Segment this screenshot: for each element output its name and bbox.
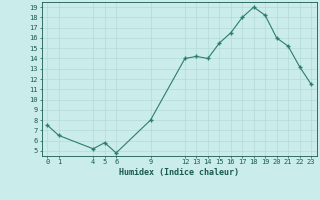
X-axis label: Humidex (Indice chaleur): Humidex (Indice chaleur) (119, 168, 239, 177)
